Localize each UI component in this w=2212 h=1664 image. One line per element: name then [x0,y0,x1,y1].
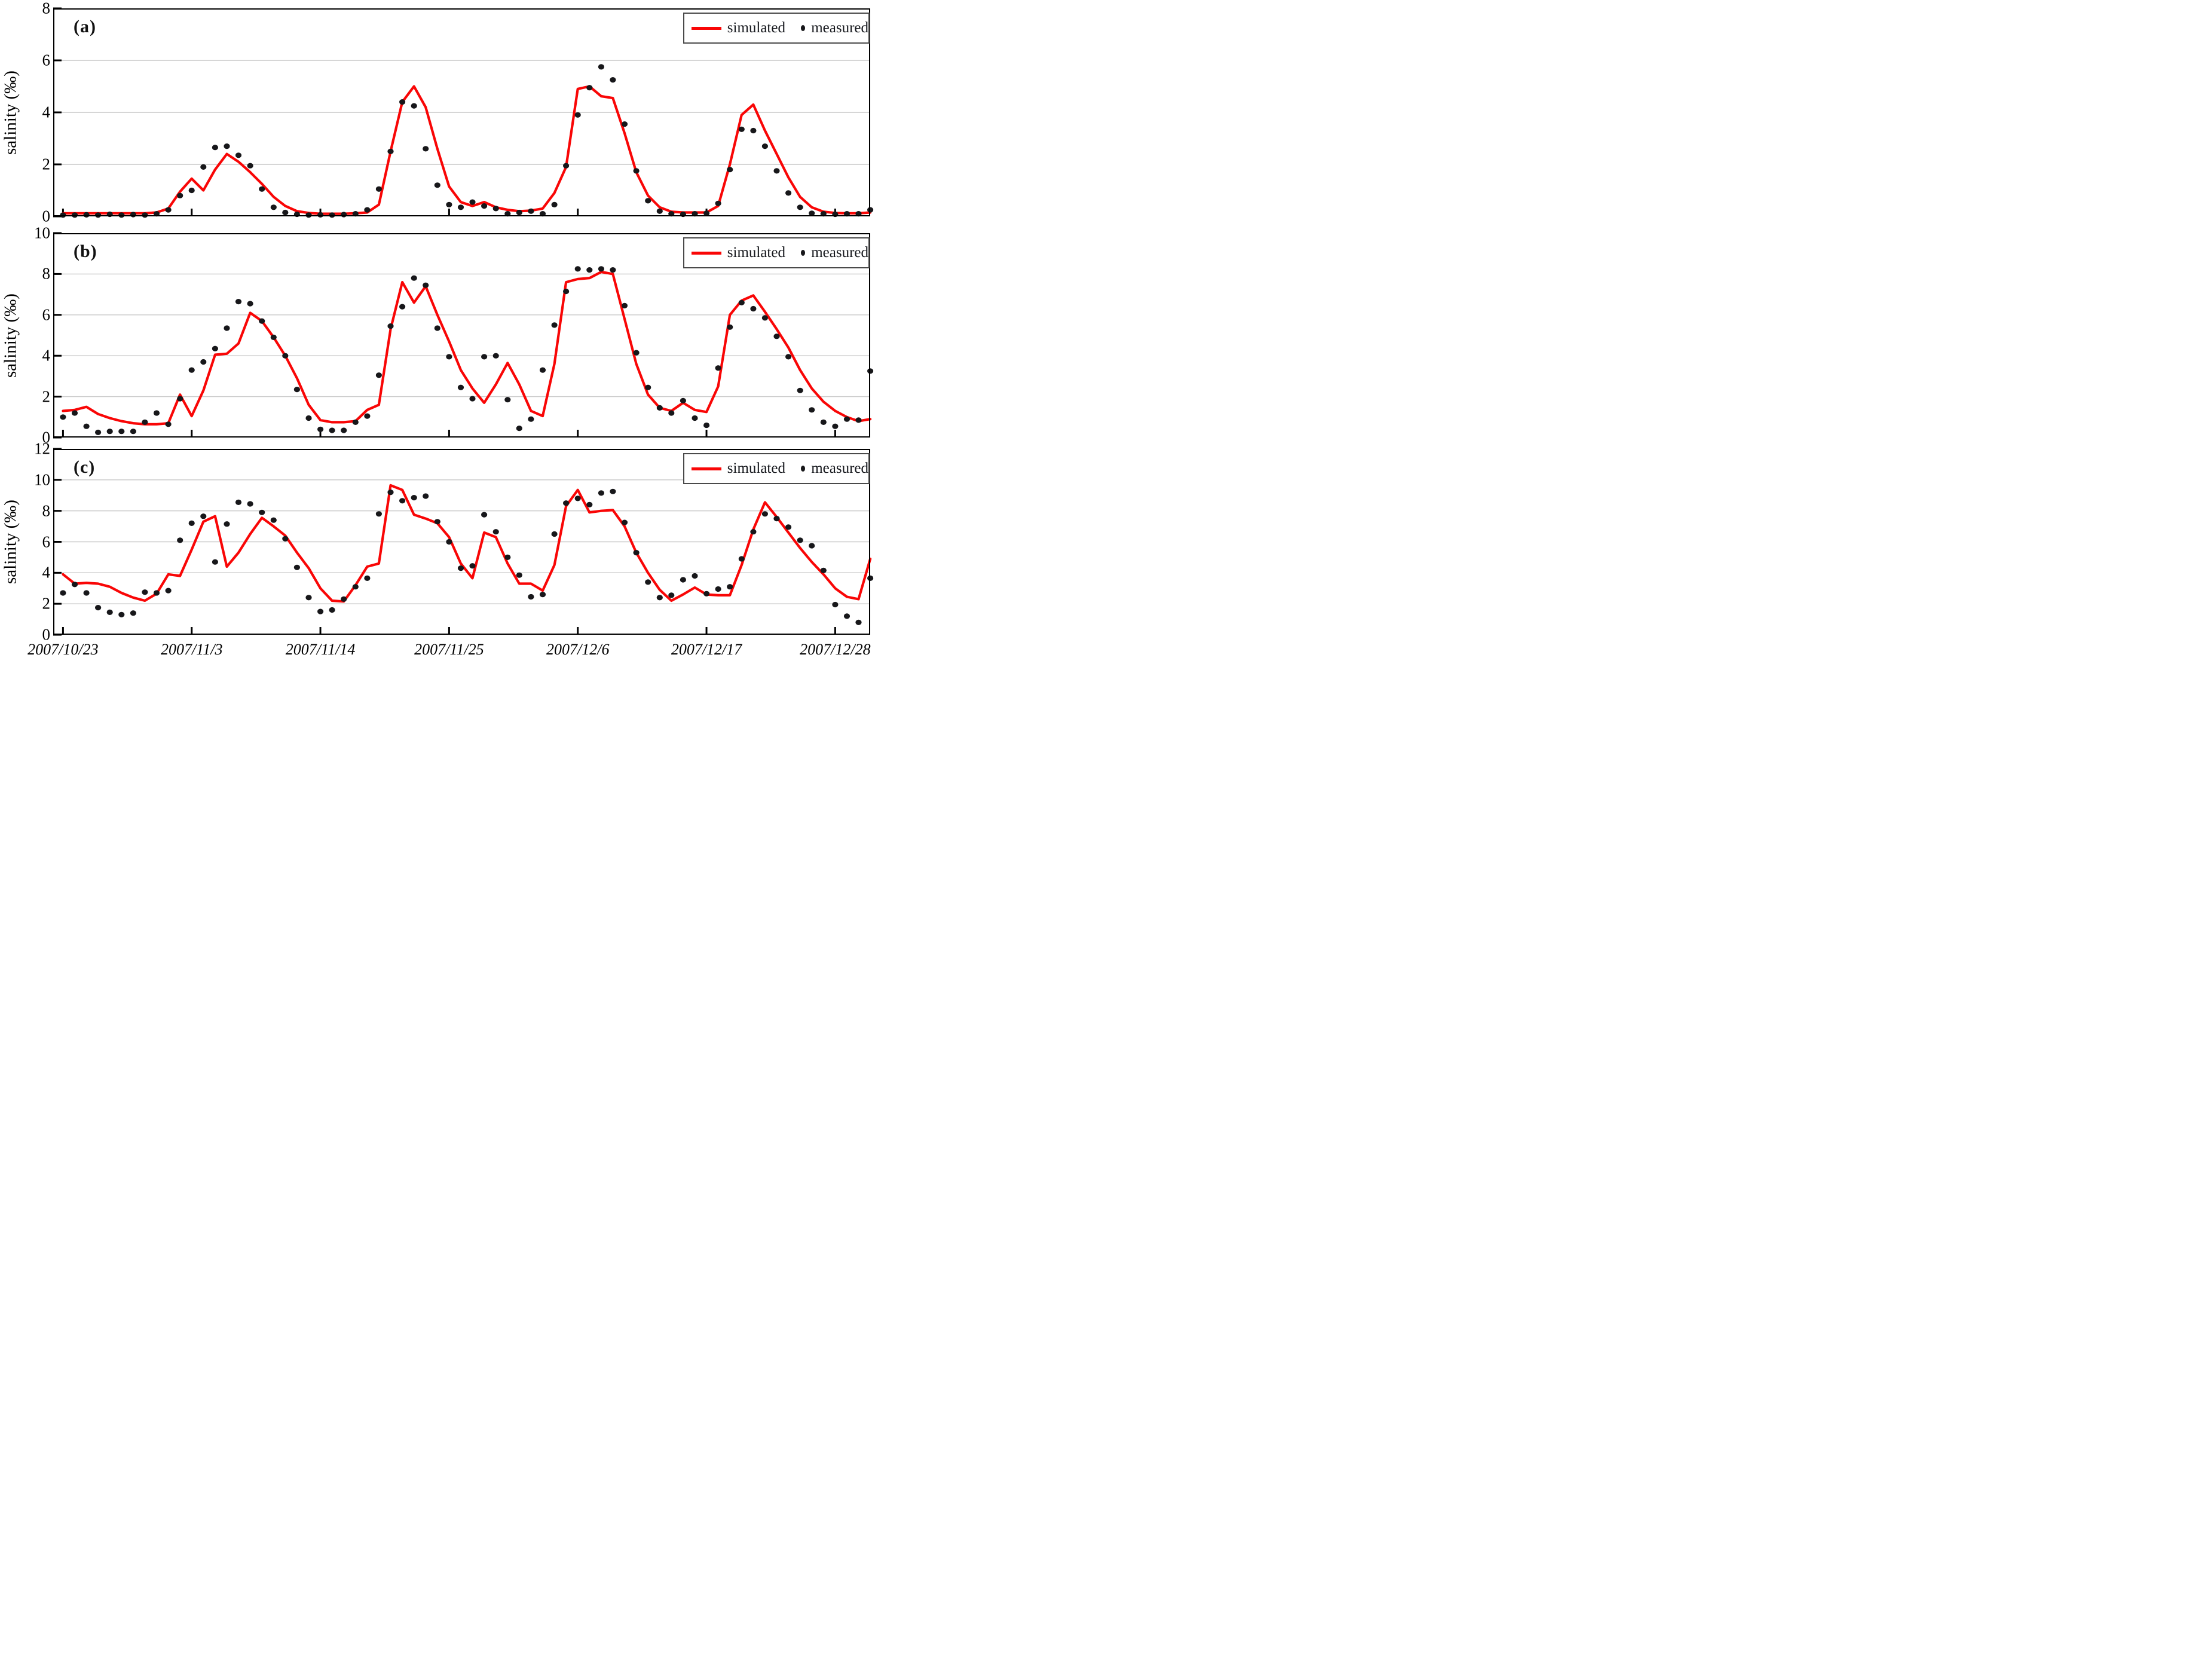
panel-a-plot [53,7,874,218]
y-tick-label: 4 [42,346,51,365]
y-tick-label: 0 [42,207,51,225]
panel-b-label: (b) [74,241,97,261]
legend: simulated measured [683,13,870,44]
legend-measured-label: measured [811,20,868,36]
legend-measured-label: measured [811,244,868,261]
x-tick-date-label: 2007/10/23 [27,641,99,658]
x-tick-date-label: 2007/11/25 [414,641,484,658]
legend-simulated-label: simulated [727,20,785,36]
y-tick-label: 4 [42,103,51,121]
y-tick-label: 10 [34,224,50,242]
y-tick-label: 4 [42,563,51,582]
legend-simulated-line-icon [692,26,721,30]
y-tick-label: 8 [42,0,51,17]
y-tick-label: 2 [42,594,51,613]
panel-a: (a) simulated measured [53,7,874,218]
legend-measured-dot-icon [800,466,806,472]
x-tick-date-label: 2007/11/14 [285,641,356,658]
legend: simulated measured [683,237,870,268]
panel-a-y-axis-title: salinity (‰) [1,71,20,155]
panel-c-plot [53,448,874,636]
x-tick-date-label: 2007/12/28 [800,641,871,658]
legend-simulated-label: simulated [727,460,785,476]
legend-measured-dot-icon [800,25,806,31]
y-tick-label: 8 [42,501,51,520]
legend: simulated measured [683,453,870,484]
panel-b-y-axis-title: salinity (‰) [1,293,20,378]
legend-simulated-label: simulated [727,244,785,261]
panel-b: (b) simulated measured [53,232,874,439]
panel-c-border [53,449,870,635]
panel-b-plot [53,232,874,439]
panel-a-border [53,8,870,216]
y-tick-label: 6 [42,51,51,69]
panel-a-y-axis-ticks: 0 2 4 6 8 [14,0,51,225]
y-tick-label: 12 [34,439,50,458]
panel-c: (c) simulated measured [53,448,874,636]
y-tick-label: 2 [42,155,51,173]
legend-measured-dot-icon [800,250,806,256]
y-tick-label: 8 [42,264,51,283]
y-tick-label: 6 [42,305,51,324]
y-tick-label: 6 [42,533,51,550]
panel-b-border [53,233,870,438]
y-tick-label: 0 [42,428,51,446]
x-tick-date-label: 2007/12/6 [546,641,610,658]
x-tick-date-label: 2007/11/3 [160,641,223,658]
y-tick-label: 10 [34,470,50,489]
y-tick-label: 0 [42,625,51,644]
y-tick-label: 2 [42,387,51,406]
panel-c-y-axis-ticks: 0 2 4 6 8 10 12 [14,440,51,644]
salinity-figure: (a) simulated measured (b) simulated mea… [0,0,885,666]
x-axis-date-labels: 2007/10/23 2007/11/3 2007/11/14 2007/11/25 2… [27,641,871,665]
legend-measured-label: measured [811,460,868,476]
panel-c-y-axis-title: salinity (‰) [1,500,20,584]
legend-simulated-line-icon [692,467,721,470]
panel-a-label: (a) [74,17,96,36]
panel-b-y-axis-ticks: 0 2 4 6 8 10 [14,224,51,446]
panel-c-label: (c) [74,457,96,477]
legend-simulated-line-icon [692,251,721,255]
x-tick-date-label: 2007/12/17 [671,641,742,658]
